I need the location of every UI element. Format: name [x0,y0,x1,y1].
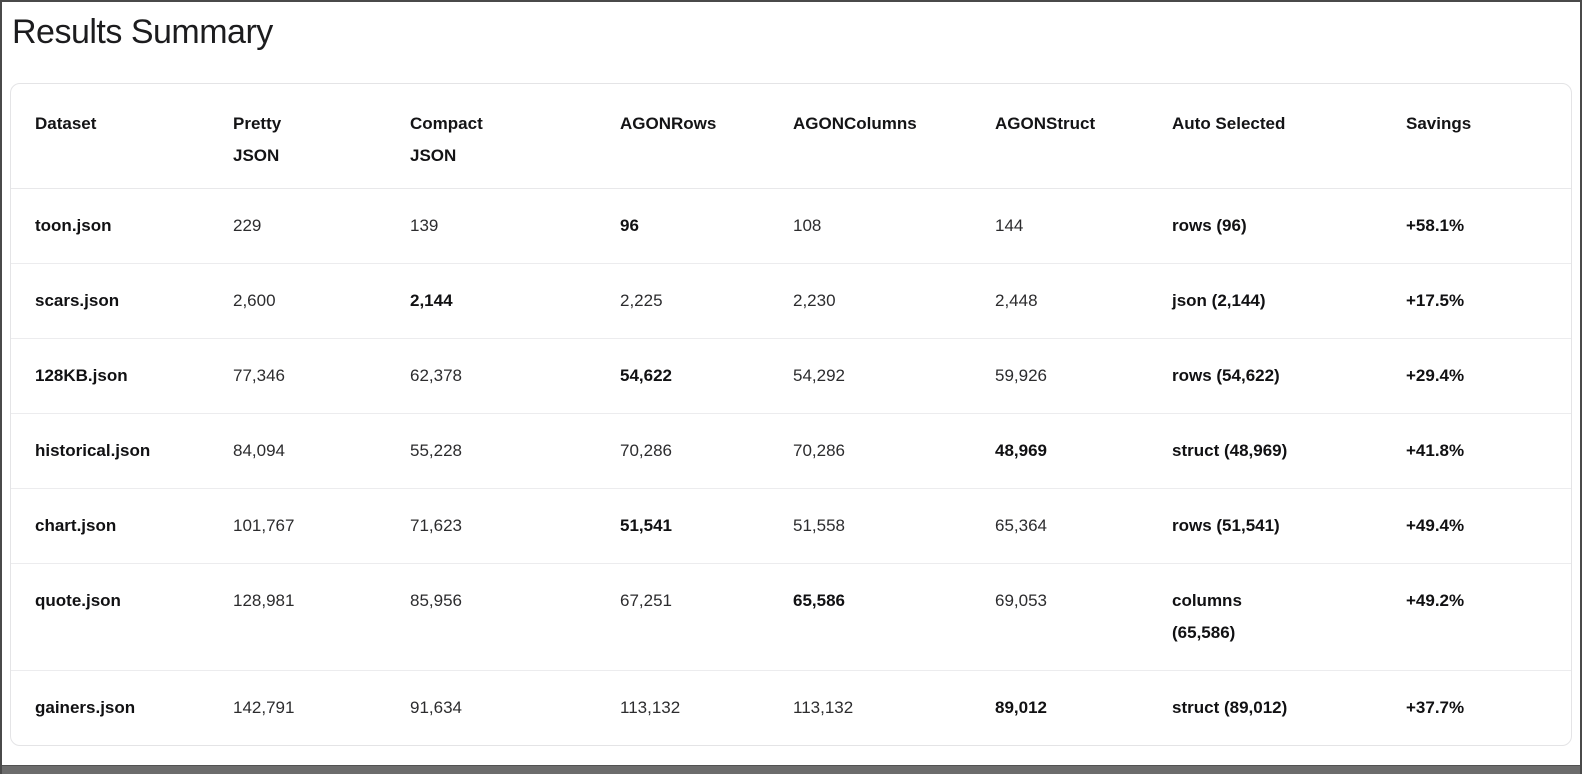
table-header-cell: Compact JSON [386,83,596,189]
table-cell: 89,012 [995,697,1047,717]
table-header-row: Dataset Pretty JSON Compact JSON AGONRows AG… [11,83,1571,189]
table-cell: struct (89,012) [1172,697,1288,717]
table-cell: 54,622 [596,338,769,414]
table-cell: +37.7% [1406,697,1465,717]
table-cell: rows (51,541) [1148,488,1382,564]
table-cell: rows (96) [1148,188,1382,264]
table-cell: 67,251 [596,563,769,671]
table-row: chart.json 101,767 71,623 51,541 51,558 65,36… [11,488,1571,564]
table-cell: 65,364 [971,488,1148,564]
table-cell: 70,286 [596,413,769,489]
table-cell: scars.json [11,263,209,339]
table-header-cell: Savings [1382,83,1571,189]
table-cell: quote.json [11,563,209,671]
table-cell: 139 [386,188,596,264]
table-cell: 2,230 [769,263,971,339]
table-header: Dataset Pretty JSON Compact JSON AGONRows AG… [11,83,1571,189]
table-cell: gainers.json [35,697,136,717]
table-cell: historical.json [11,413,209,489]
table-header-cell: AGONStruct [971,83,1148,189]
table-cell: 96 [596,188,769,264]
table-cell: 2,144 [386,263,596,339]
table-cell: 69,053 [971,563,1148,671]
table-cell: 229 [209,188,386,264]
table-cell: 144 [971,188,1148,264]
results-table-card: Dataset Pretty JSON Compact JSON AGONRows AG… [10,82,1572,746]
table-cell: 2,225 [596,263,769,339]
table-header-cell: AGONRows [596,83,769,189]
table-cell: 2,600 [209,263,386,339]
table-row: historical.json 84,094 55,228 70,286 70,286 4… [11,413,1571,489]
bottom-bar [2,765,1580,774]
table-cell: columns (65,586) [1148,563,1382,671]
table-row: 128KB.json 77,346 62,378 54,622 54,292 59,926… [11,338,1571,414]
table-cell: toon.json [11,188,209,264]
table-cell: 85,956 [386,563,596,671]
table-cell: rows (54,622) [1148,338,1382,414]
table-cell: 128KB.json [11,338,209,414]
table-header-cell: AGONColumns [769,83,971,189]
table-cell: 54,292 [769,338,971,414]
table-cell: 128,981 [209,563,386,671]
table-cell: 91,634 [410,697,462,717]
table-cell: +17.5% [1382,263,1571,339]
table-row: toon.json 229 139 96 108 144 rows (96) +58.1% [11,188,1571,264]
table-row: scars.json 2,600 2,144 2,225 2,230 2,448 json … [11,263,1571,339]
table-cell: chart.json [11,488,209,564]
results-table: Dataset Pretty JSON Compact JSON AGONRows AG… [11,83,1571,745]
table-cell: +58.1% [1382,188,1571,264]
table-cell: 108 [769,188,971,264]
page-title: Results Summary [12,13,273,51]
page-content: Results Summary Dataset Pretty JSON Compac… [2,2,1580,746]
table-cell: 51,558 [769,488,971,564]
table-header-cell: Auto Selected [1148,83,1382,189]
table-cell: +29.4% [1382,338,1571,414]
table-row: quote.json 128,981 85,956 67,251 65,586 69,05… [11,563,1571,671]
table-cell: 142,791 [233,697,295,717]
table-cell: struct (48,969) [1148,413,1382,489]
table-cell: 65,586 [769,563,971,671]
table-header-cell: Pretty JSON [209,83,386,189]
table-cell: 62,378 [386,338,596,414]
table-cell: +49.4% [1382,488,1571,564]
table-cell: +41.8% [1382,413,1571,489]
table-cell: 77,346 [209,338,386,414]
table-cell: 113,132 [793,697,854,717]
table-cell: 84,094 [209,413,386,489]
table-cell: json (2,144) [1148,263,1382,339]
table-header-cell: Dataset [11,83,209,189]
table-cell: 71,623 [386,488,596,564]
table-cell: +49.2% [1382,563,1571,671]
table-cell: 70,286 [769,413,971,489]
table-cell: 59,926 [971,338,1148,414]
table-cell: 51,541 [596,488,769,564]
table-cell: 55,228 [386,413,596,489]
table-row: gainers.json 142,791 91,634 113,132 113,132 8… [11,670,1571,745]
table-cell: 113,132 [620,697,681,717]
table-cell: 48,969 [971,413,1148,489]
table-cell: 101,767 [209,488,386,564]
table-cell: 2,448 [971,263,1148,339]
table-body: toon.json 229 139 96 108 144 rows (96) +58.1% sc… [11,188,1571,745]
